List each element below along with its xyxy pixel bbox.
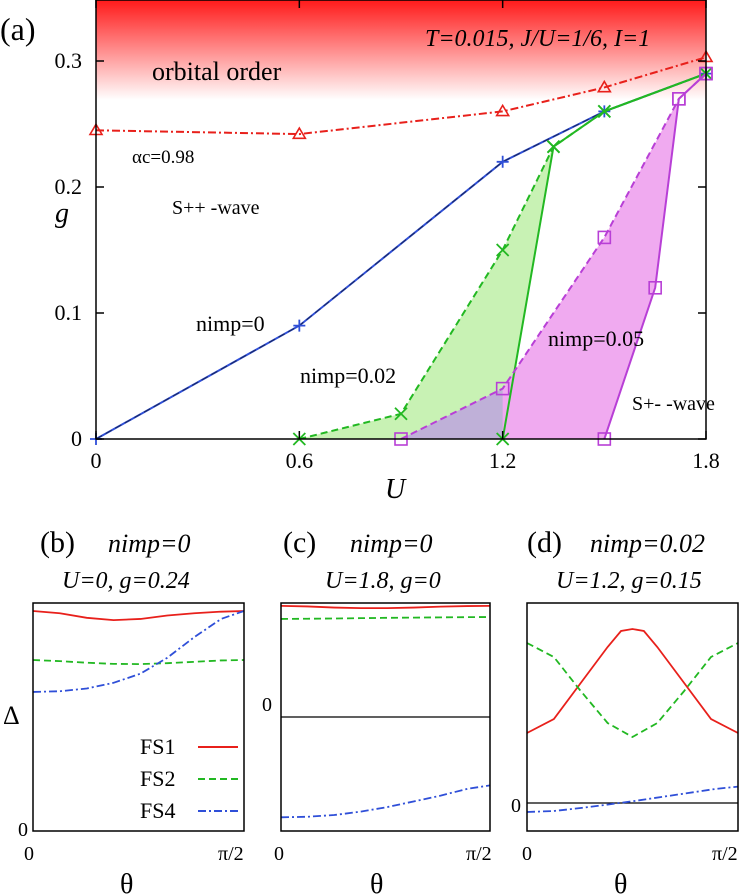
- x-tick-label: 1.2: [489, 448, 517, 473]
- curve-fs2: [280, 616, 491, 620]
- panel-b-series: [32, 610, 245, 693]
- panel-c-x0: 0: [274, 843, 284, 865]
- panel-b-x1: π/2: [218, 843, 244, 865]
- series-line-2: [299, 72, 707, 440]
- x-tick-label: 0.6: [286, 448, 314, 473]
- panel-c-series: [280, 604, 491, 819]
- nimp-0-label: nimp=0: [196, 311, 265, 336]
- panel-b-nimp: nimp=0: [108, 529, 191, 558]
- y-axis-label: g: [55, 198, 69, 229]
- overlap-region: [401, 388, 503, 439]
- panel-b-label: (b): [40, 526, 75, 559]
- point-2-2: [496, 243, 510, 257]
- y-tick-label: 0.3: [55, 48, 83, 73]
- nimp-002-label: nimp=0.02: [300, 363, 396, 388]
- y-tick-label: 0.2: [55, 174, 83, 199]
- curve-fs4: [280, 784, 491, 819]
- nimp-002-region: [299, 73, 706, 439]
- point-3-1: [546, 140, 561, 154]
- panel-d-params: U=1.2, g=0.15: [556, 568, 702, 594]
- point-3-2: [597, 104, 611, 119]
- point-4-2: [597, 230, 612, 245]
- s-plusplus-label: S++ -wave: [172, 197, 260, 219]
- main-axis-ticks: 0 0.6 1.2 1.8 0 0.1 0.2 0.3: [55, 0, 720, 473]
- x-tick-label: 1.8: [692, 448, 720, 473]
- x-tick-label: 0: [91, 448, 102, 473]
- panel-c-y0: 0: [262, 694, 272, 716]
- main-plot-frame: [95, 0, 707, 440]
- point-0-2: [495, 103, 511, 117]
- panel-d-x1: π/2: [712, 843, 738, 865]
- phase-fills: [299, 73, 706, 439]
- curve-fs1: [32, 610, 245, 622]
- curve-fs4: [32, 610, 245, 693]
- panel-b-x0: 0: [24, 843, 34, 865]
- panel-c-nimp: nimp=0: [350, 529, 433, 558]
- point-0-1: [291, 126, 307, 140]
- panel-b-xlabel: θ: [120, 869, 133, 895]
- y-tick-label: 0: [71, 426, 82, 451]
- panel-c-x1: π/2: [466, 843, 492, 865]
- panel-b-params: U=0, g=0.24: [62, 568, 190, 594]
- nimp-005-label: nimp=0.05: [548, 326, 644, 351]
- series-line-3: [501, 72, 707, 440]
- legend: FS1 FS2 FS4: [140, 734, 238, 823]
- series-line-0: [95, 56, 707, 136]
- curve-fs2: [526, 642, 739, 739]
- panel-d-xlabel: θ: [614, 869, 627, 895]
- panel-c-xlabel: θ: [370, 869, 383, 895]
- point-0-3: [596, 79, 612, 93]
- alpha-label: αc=0.98: [132, 147, 194, 168]
- point-4-1: [495, 381, 510, 396]
- point-5-2: [672, 92, 686, 106]
- point-2-1: [394, 407, 408, 421]
- curve-fs1: [280, 604, 491, 610]
- panel-b-frame: [32, 602, 245, 832]
- x-axis-label: U: [385, 474, 407, 505]
- point-5-1: [648, 280, 662, 295]
- legend-fs1-label: FS1: [140, 734, 175, 759]
- panel-d-frame: [526, 602, 739, 832]
- orbital-order-label: orbital order: [152, 57, 282, 86]
- panel-d-y0: 0: [511, 795, 521, 817]
- panel-b-y0: 0: [18, 819, 28, 841]
- panel-b-ylabel: Δ: [3, 701, 20, 730]
- panel-d-label: (d): [527, 526, 562, 559]
- legend-fs2-label: FS2: [140, 766, 175, 791]
- params-label: T=0.015, J/U=1/6, I=1: [425, 26, 650, 52]
- y-tick-label: 0.1: [55, 300, 83, 325]
- series-line-5: [603, 72, 707, 440]
- legend-fs4-label: FS4: [140, 798, 175, 823]
- point-1-2: [496, 155, 509, 168]
- panel-d-series: [526, 628, 739, 813]
- s-plusminus-label: S+- -wave: [632, 393, 715, 415]
- panel-c-frame: [280, 602, 491, 832]
- curve-fs1: [526, 628, 739, 734]
- orbital-order-region: [96, 0, 706, 100]
- panel-d-nimp: nimp=0.02: [590, 529, 705, 558]
- curve-fs2: [32, 659, 245, 666]
- panel-d-x0: 0: [522, 843, 532, 865]
- nimp-005-region: [401, 73, 706, 439]
- panel-c-params: U=1.8, g=0: [325, 568, 441, 594]
- panel-c-label: (c): [283, 526, 316, 559]
- panel-a-label: (a): [0, 11, 36, 47]
- point-1-1: [293, 319, 306, 332]
- curve-fs4: [526, 785, 739, 813]
